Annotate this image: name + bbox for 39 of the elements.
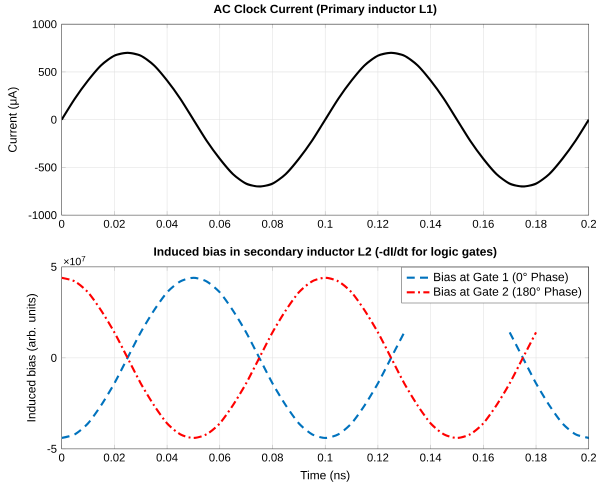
x-axis-title: Time (ns) [300,470,350,482]
x-tick-label: 0.04 [156,220,178,228]
x-tick-label: 0.04 [156,454,178,462]
legend-label: Bias at Gate 1 (0° Phase) [434,272,568,284]
y-tick-label: 500 [38,68,57,76]
x-tick-label: 0.1 [318,454,332,462]
x-tick-label: 0.08 [262,220,283,228]
x-tick-label: 0.16 [472,220,494,228]
chart-title: Induced bias in secondary inductor L2 (-dI/dt for logic gates) [154,247,496,258]
x-tick-label: 0.1 [318,220,332,228]
y-axis-title: Induced bias (arb. units) [26,294,38,422]
x-tick-label: 0.18 [526,220,547,228]
chart-title: AC Clock Current (Primary inductor L1) [214,4,436,16]
text: ×10$^{7}$ [64,256,86,266]
x-tick-label: 0.06 [209,220,230,228]
x-tick-label: 0.12 [367,454,388,462]
x-tick-label: 0.06 [209,454,230,462]
y-tick-label: 1000 [32,20,57,28]
y-tick-label: 0 [51,116,57,124]
x-tick-label: 0.02 [104,454,125,462]
y-tick-label: -1000 [28,211,57,220]
y-tick-label: -500 [34,164,57,172]
x-tick-label: 0.14 [420,220,442,228]
x-tick-label: 0.02 [104,220,125,228]
line-series [62,52,589,188]
y-tick-label: -5 [47,445,57,453]
x-tick-label: 0.16 [472,454,494,462]
x-tick-label: 0.08 [262,454,283,462]
y-tick-label: 0 [51,354,57,362]
x-tick-label: 0.18 [526,454,547,462]
x-tick-label: 0.2 [581,454,596,462]
x-tick-label: 0 [58,454,64,462]
x-tick-label: 0.12 [367,220,388,228]
legend-label: Bias at Gate 2 (180° Phase) [434,287,582,298]
x-tick-label: 0.2 [581,220,596,228]
y-axis-title: Current (μA) [8,88,20,152]
x-tick-label: 0.14 [420,454,442,462]
y-tick-label: 5 [51,263,57,271]
x-tick-label: 0 [58,220,64,228]
